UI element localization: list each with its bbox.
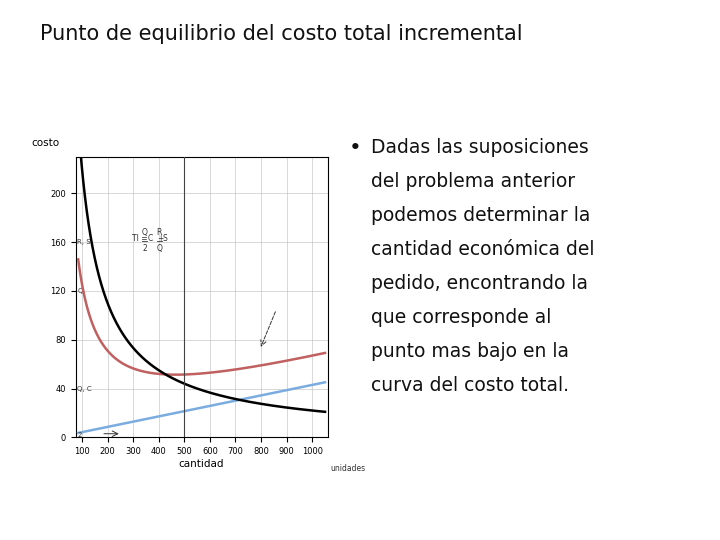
Text: curva del costo total.: curva del costo total. <box>371 376 569 395</box>
Text: TI =: TI = <box>132 234 148 243</box>
Text: del problema anterior: del problema anterior <box>371 172 575 191</box>
Text: Punto de equilibrio del costo total incremental: Punto de equilibrio del costo total incr… <box>40 24 522 44</box>
Y-axis label: costo: costo <box>31 138 60 148</box>
Text: R: R <box>156 228 162 237</box>
Text: podemos determinar la: podemos determinar la <box>371 206 590 225</box>
Text: que corresponde al: que corresponde al <box>371 308 552 327</box>
Text: •: • <box>349 138 362 158</box>
Text: 2: 2 <box>143 244 147 253</box>
Text: punto mas bajo en la: punto mas bajo en la <box>371 342 569 361</box>
Text: S: S <box>163 234 167 243</box>
Text: pedido, encontrando la: pedido, encontrando la <box>371 274 588 293</box>
Text: Q, C: Q, C <box>77 386 92 392</box>
Text: unidades: unidades <box>330 464 365 473</box>
Text: 2: 2 <box>77 432 82 438</box>
Text: Q: Q <box>156 244 162 253</box>
Text: R, S: R, S <box>77 239 91 245</box>
Text: cantidad económica del: cantidad económica del <box>371 240 594 259</box>
X-axis label: cantidad: cantidad <box>179 459 225 469</box>
Text: Dadas las suposiciones: Dadas las suposiciones <box>371 138 588 157</box>
Text: C  +: C + <box>148 234 164 243</box>
Text: Q: Q <box>77 288 83 294</box>
Text: Q: Q <box>142 228 148 237</box>
